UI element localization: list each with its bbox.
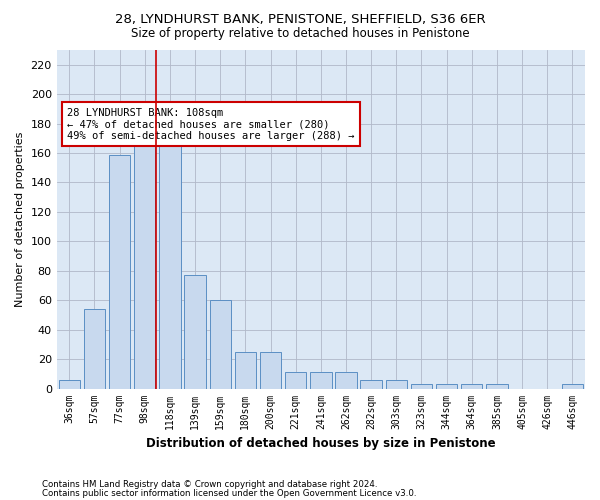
- Text: 28, LYNDHURST BANK, PENISTONE, SHEFFIELD, S36 6ER: 28, LYNDHURST BANK, PENISTONE, SHEFFIELD…: [115, 12, 485, 26]
- Bar: [310, 372, 332, 388]
- Text: Contains HM Land Registry data © Crown copyright and database right 2024.: Contains HM Land Registry data © Crown c…: [42, 480, 377, 489]
- Bar: [84, 309, 105, 388]
- Bar: [285, 372, 307, 388]
- Text: 28 LYNDHURST BANK: 108sqm
← 47% of detached houses are smaller (280)
49% of semi: 28 LYNDHURST BANK: 108sqm ← 47% of detac…: [67, 108, 355, 141]
- Bar: [486, 384, 508, 388]
- Bar: [386, 380, 407, 388]
- Bar: [159, 131, 181, 388]
- Text: Size of property relative to detached houses in Penistone: Size of property relative to detached ho…: [131, 28, 469, 40]
- Bar: [209, 300, 231, 388]
- Y-axis label: Number of detached properties: Number of detached properties: [15, 132, 25, 307]
- Text: Contains public sector information licensed under the Open Government Licence v3: Contains public sector information licen…: [42, 488, 416, 498]
- Bar: [184, 275, 206, 388]
- Bar: [436, 384, 457, 388]
- Bar: [235, 352, 256, 389]
- Bar: [260, 352, 281, 389]
- Bar: [335, 372, 356, 388]
- Bar: [109, 154, 130, 388]
- X-axis label: Distribution of detached houses by size in Penistone: Distribution of detached houses by size …: [146, 437, 496, 450]
- Bar: [59, 380, 80, 388]
- Bar: [562, 384, 583, 388]
- Bar: [134, 131, 155, 388]
- Bar: [411, 384, 432, 388]
- Bar: [461, 384, 482, 388]
- Bar: [361, 380, 382, 388]
